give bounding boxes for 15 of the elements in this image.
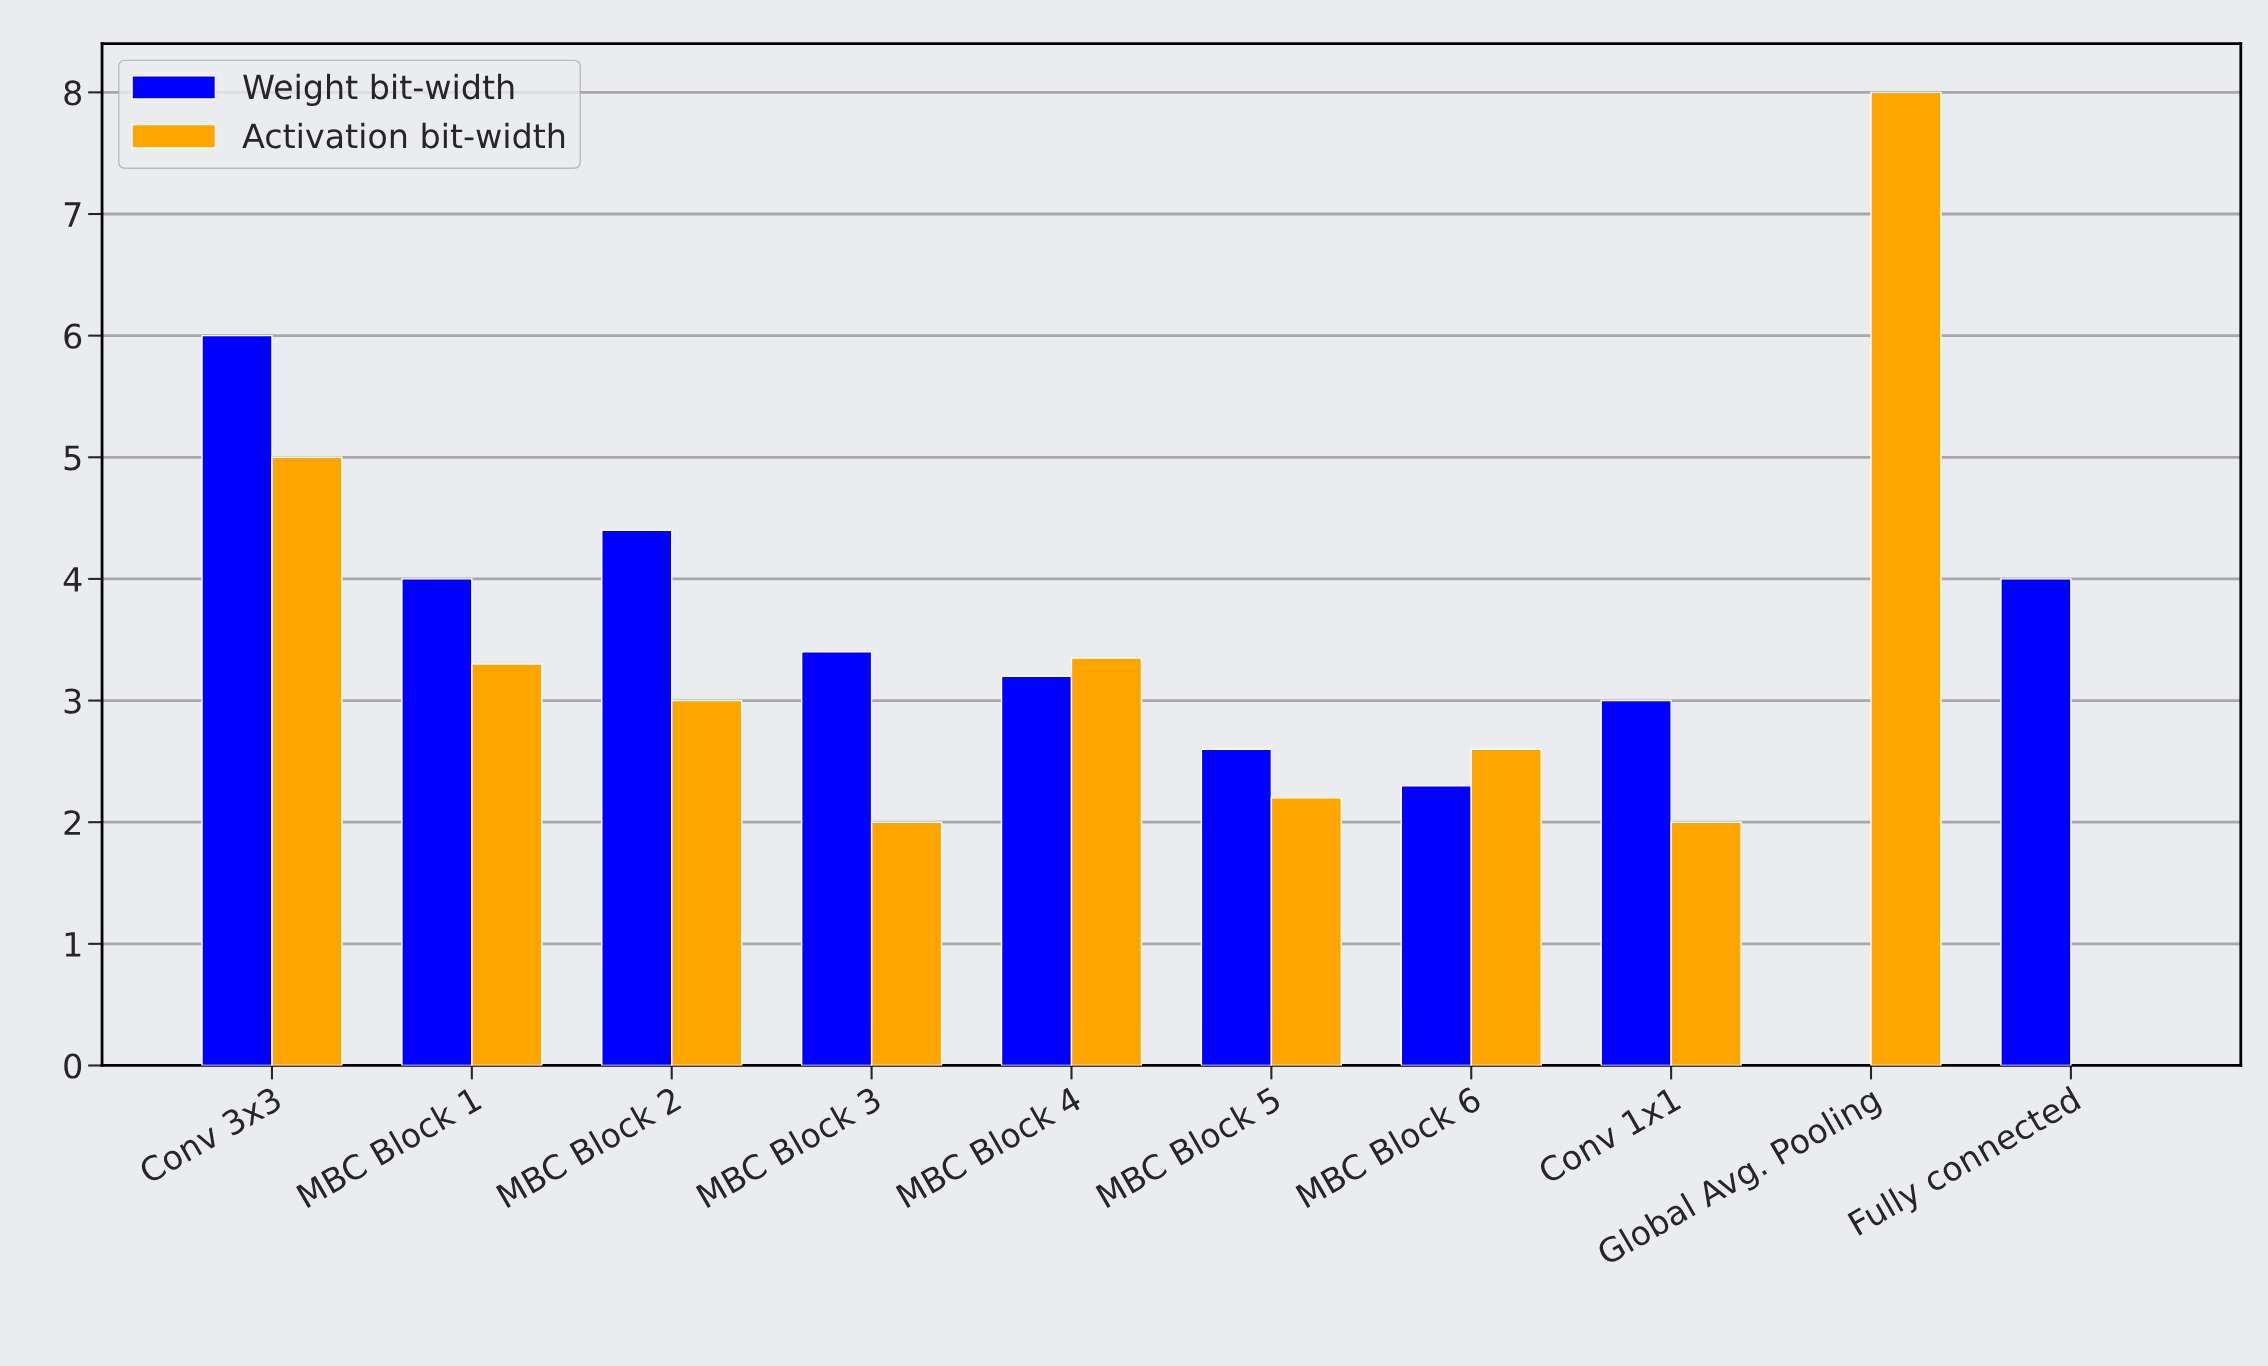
y-tick-label: 8	[64, 80, 82, 106]
legend-label: Weight bit-width	[243, 73, 514, 106]
x-tick-label: Conv 1x1	[1536, 1086, 1682, 1185]
y-tick-label: 4	[63, 567, 82, 592]
x-tick-label: Conv 3x3	[137, 1086, 283, 1185]
legend-label: Activation bit-width	[242, 122, 565, 149]
y-tick-label: 0	[64, 1053, 82, 1079]
y-tick-label: 5	[64, 445, 81, 471]
y-tick-label: 2	[64, 810, 80, 835]
bar	[2000, 578, 2072, 1066]
bar	[1870, 91, 1942, 1066]
y-tick-label: 3	[64, 688, 81, 714]
y-tick-label: 6	[64, 323, 82, 349]
y-tick-label: 1	[65, 932, 81, 957]
y-tick-label: 7	[64, 202, 81, 227]
